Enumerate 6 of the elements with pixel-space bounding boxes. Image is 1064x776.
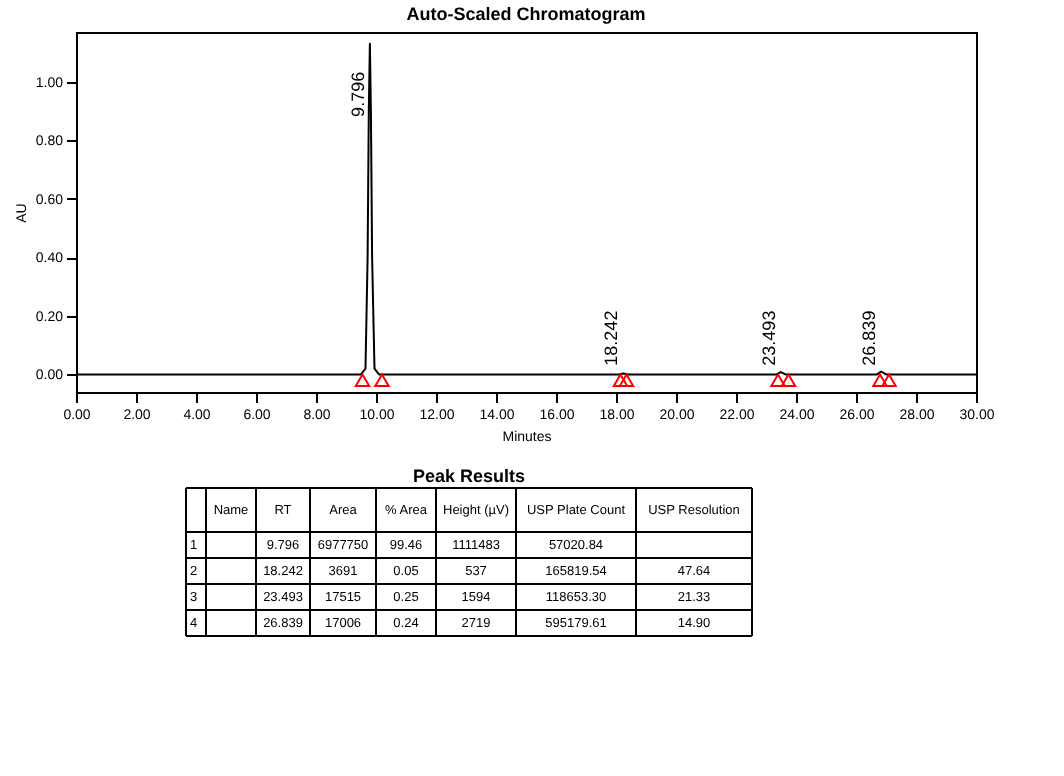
annotation: 26.839 bbox=[859, 310, 880, 366]
chart-title: Auto-Scaled Chromatogram bbox=[406, 4, 646, 24]
text: Peak Results bbox=[412, 466, 526, 486]
annotation: 18.242 bbox=[601, 310, 622, 366]
annotation: 23.493 bbox=[758, 310, 779, 366]
annotation: 9.796 bbox=[347, 71, 368, 117]
